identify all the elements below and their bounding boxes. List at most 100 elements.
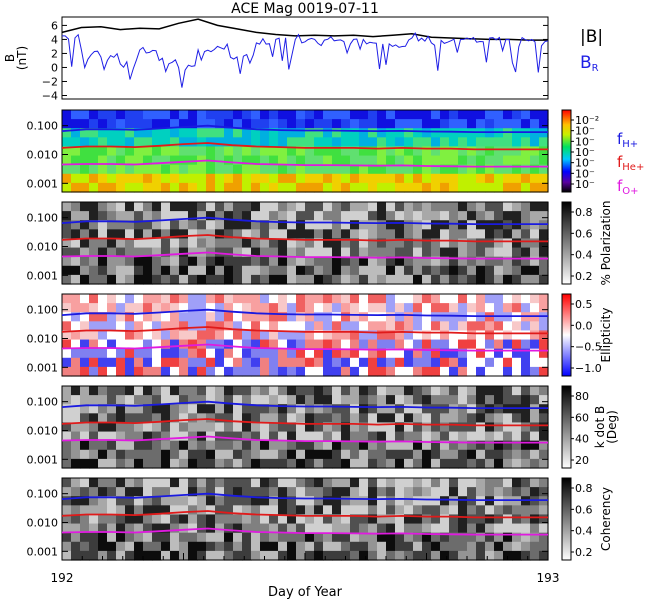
- heatmap-cell: [422, 256, 432, 267]
- gyrofrequency-line-f_o: [61, 251, 548, 260]
- heatmap-cell: [134, 294, 144, 304]
- heatmap-cell: [296, 550, 306, 561]
- heatmap-cell: [422, 505, 432, 516]
- heatmap-cell: [80, 202, 90, 212]
- heatmap-cell: [458, 274, 468, 285]
- heatmap-cell: [323, 523, 333, 534]
- heatmap-cell: [305, 395, 315, 405]
- heatmap-cell: [449, 312, 459, 322]
- heatmap-cell: [143, 247, 153, 258]
- heatmap-cell: [161, 128, 171, 138]
- heatmap-cell: [422, 238, 432, 249]
- heatmap-cell: [98, 274, 108, 285]
- heatmap-cell: [341, 366, 351, 377]
- heatmap-cell: [71, 256, 81, 267]
- heatmap-cell: [62, 395, 72, 405]
- heatmap-cell: [503, 294, 513, 304]
- heatmap-cell: [458, 413, 468, 424]
- heatmap-cell: [359, 330, 369, 341]
- heatmap-cell: [323, 366, 333, 377]
- heatmap-cell: [539, 128, 549, 138]
- heatmap-cell: [422, 523, 432, 534]
- heatmap-cell: [476, 164, 486, 175]
- heatmap-cell: [179, 348, 189, 359]
- y-tick-label: 0.001: [27, 269, 59, 282]
- y-tick-label: 0.010: [27, 241, 59, 254]
- y-tick-label: 0.100: [27, 304, 59, 317]
- heatmap-cell: [521, 229, 531, 240]
- heatmap-cell: [440, 404, 450, 414]
- heatmap-cell: [395, 211, 405, 221]
- heatmap-cell: [521, 202, 531, 212]
- heatmap-cell: [485, 550, 495, 561]
- heatmap-cell: [242, 202, 252, 212]
- heatmap-cell: [152, 487, 162, 497]
- heatmap-cell: [287, 119, 297, 129]
- heatmap-cell: [134, 119, 144, 129]
- heatmap-cell: [224, 146, 234, 157]
- heatmap-cell: [350, 229, 360, 240]
- heatmap-cell: [350, 164, 360, 175]
- heatmap-cell: [71, 164, 81, 175]
- heatmap-cell: [494, 348, 504, 359]
- heatmap-cell: [215, 541, 225, 552]
- heatmap-cell: [386, 496, 396, 506]
- heatmap-cell: [530, 247, 540, 258]
- heatmap-cell: [485, 137, 495, 148]
- heatmap-cell: [242, 357, 252, 368]
- heatmap-cell: [71, 440, 81, 451]
- heatmap-cell: [377, 274, 387, 285]
- heatmap-cell: [539, 155, 549, 166]
- heatmap-cell: [341, 339, 351, 350]
- heatmap-cell: [440, 119, 450, 129]
- gyrofrequency-line-f_h: [61, 308, 548, 317]
- heatmap-cell: [440, 137, 450, 148]
- heatmap-cell: [125, 312, 135, 322]
- heatmap-cell: [431, 312, 441, 322]
- heatmap-cell: [188, 182, 198, 193]
- heatmap-cell: [107, 422, 117, 433]
- heatmap-cell: [269, 229, 279, 240]
- heatmap-cell: [341, 146, 351, 157]
- heatmap-cell: [287, 220, 297, 230]
- heatmap-cell: [287, 256, 297, 267]
- heatmap-cell: [404, 110, 414, 120]
- heatmap-cell: [98, 523, 108, 534]
- heatmap-cell: [278, 220, 288, 230]
- heatmap-cell: [395, 532, 405, 543]
- heatmap-cell: [386, 395, 396, 405]
- heatmap-cell: [431, 357, 441, 368]
- heatmap-cell: [89, 550, 99, 561]
- heatmap-cell: [494, 357, 504, 368]
- heatmap-cell: [305, 265, 315, 276]
- heatmap-cell: [521, 550, 531, 561]
- heatmap-cell: [269, 128, 279, 138]
- heatmap-cell: [386, 458, 396, 469]
- heatmap-cell: [323, 487, 333, 497]
- heatmap-cell: [224, 523, 234, 534]
- heatmap-cell: [350, 505, 360, 516]
- heatmap-cell: [494, 294, 504, 304]
- heatmap-cell: [107, 386, 117, 396]
- heatmap-cell: [503, 478, 513, 488]
- heatmap-cell: [80, 321, 90, 332]
- heatmap-cell: [449, 202, 459, 212]
- heatmap-cell: [251, 330, 261, 341]
- heatmap-cell: [440, 478, 450, 488]
- heatmap-cell: [521, 119, 531, 129]
- heatmap-cell: [179, 128, 189, 138]
- heatmap-cell: [341, 348, 351, 359]
- heatmap-cell: [260, 458, 270, 469]
- heatmap-cell: [107, 294, 117, 304]
- heatmap-cell: [341, 541, 351, 552]
- heatmap-cell: [224, 155, 234, 166]
- heatmap-cell: [152, 173, 162, 184]
- heatmap-cell: [287, 449, 297, 460]
- heatmap-cell: [62, 182, 72, 193]
- heatmap-cell: [458, 496, 468, 506]
- heatmap-cell: [170, 321, 180, 332]
- heatmap-cell: [413, 550, 423, 561]
- heatmap-cell: [386, 366, 396, 377]
- heatmap-cell: [314, 238, 324, 249]
- heatmap-cell: [179, 339, 189, 350]
